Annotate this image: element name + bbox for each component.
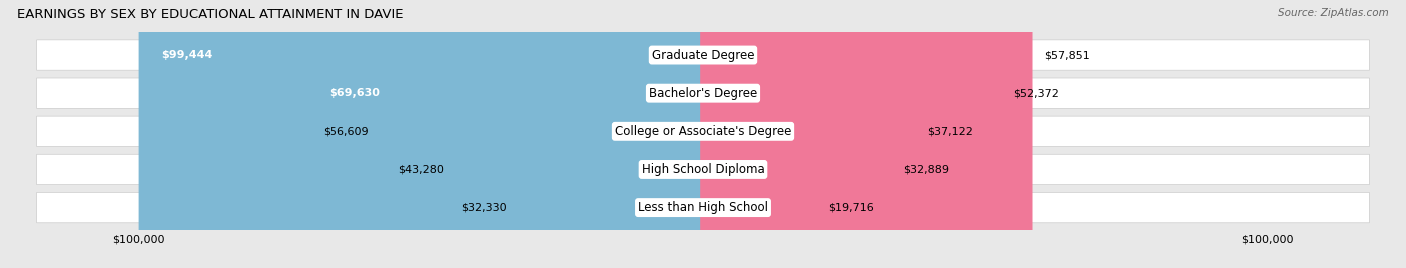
FancyBboxPatch shape	[37, 40, 1369, 70]
FancyBboxPatch shape	[307, 0, 706, 268]
FancyBboxPatch shape	[700, 0, 1001, 268]
FancyBboxPatch shape	[700, 0, 817, 268]
FancyBboxPatch shape	[37, 192, 1369, 223]
Text: $56,609: $56,609	[323, 126, 370, 136]
Text: $99,444: $99,444	[162, 50, 212, 60]
FancyBboxPatch shape	[37, 154, 1369, 185]
Text: Less than High School: Less than High School	[638, 201, 768, 214]
Text: $69,630: $69,630	[329, 88, 381, 98]
FancyBboxPatch shape	[700, 0, 915, 268]
Text: $19,716: $19,716	[828, 203, 875, 213]
FancyBboxPatch shape	[517, 0, 706, 268]
FancyBboxPatch shape	[456, 0, 706, 268]
Text: Bachelor's Degree: Bachelor's Degree	[650, 87, 756, 100]
Text: College or Associate's Degree: College or Associate's Degree	[614, 125, 792, 138]
FancyBboxPatch shape	[139, 0, 706, 268]
FancyBboxPatch shape	[381, 0, 706, 268]
Text: $32,330: $32,330	[461, 203, 506, 213]
FancyBboxPatch shape	[700, 0, 891, 268]
Text: $43,280: $43,280	[399, 165, 444, 174]
Text: $32,889: $32,889	[903, 165, 949, 174]
Text: $52,372: $52,372	[1012, 88, 1059, 98]
FancyBboxPatch shape	[700, 0, 1032, 268]
Text: $37,122: $37,122	[927, 126, 973, 136]
Text: EARNINGS BY SEX BY EDUCATIONAL ATTAINMENT IN DAVIE: EARNINGS BY SEX BY EDUCATIONAL ATTAINMEN…	[17, 8, 404, 21]
Text: Graduate Degree: Graduate Degree	[652, 49, 754, 62]
FancyBboxPatch shape	[37, 78, 1369, 108]
Text: $57,851: $57,851	[1043, 50, 1090, 60]
FancyBboxPatch shape	[37, 116, 1369, 147]
Text: Source: ZipAtlas.com: Source: ZipAtlas.com	[1278, 8, 1389, 18]
Text: High School Diploma: High School Diploma	[641, 163, 765, 176]
